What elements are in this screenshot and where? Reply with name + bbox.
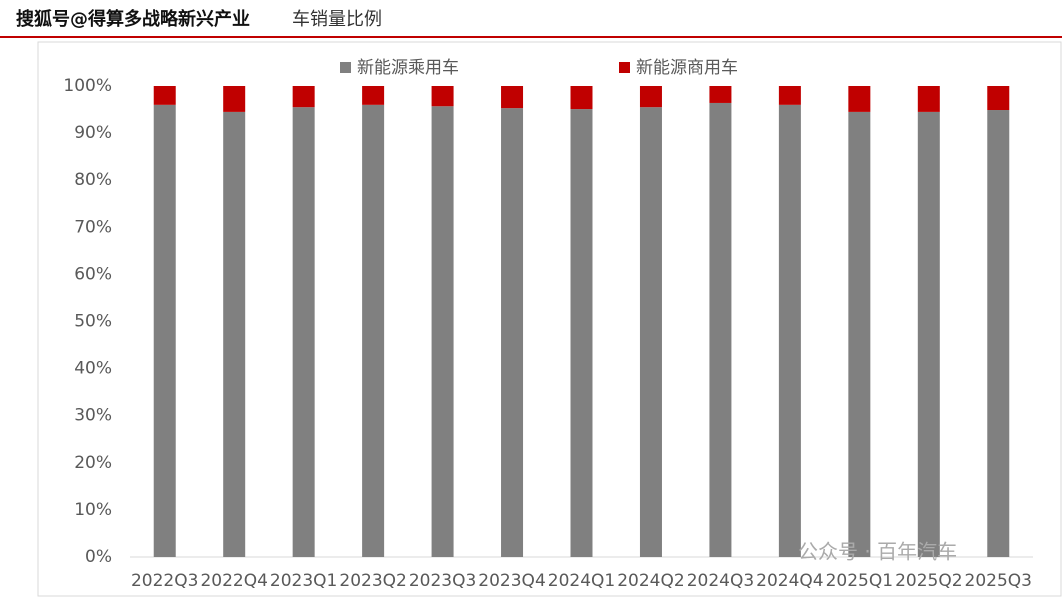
- bar-segment: [362, 104, 385, 557]
- y-tick-label: 30%: [74, 406, 112, 426]
- legend-label: 新能源乘用车: [357, 58, 459, 78]
- y-tick-label: 10%: [74, 500, 112, 520]
- bar-segment: [987, 86, 1010, 111]
- y-tick-label: 50%: [74, 312, 112, 332]
- bar-segment: [917, 86, 940, 112]
- bar-segment: [917, 111, 940, 557]
- bar-segment: [501, 86, 524, 109]
- bar-segment: [709, 86, 732, 103]
- bar-segment: [153, 86, 176, 105]
- chart-title: 车销量比例: [292, 9, 382, 30]
- bar-segment: [709, 102, 732, 558]
- x-tick-label: 2023Q3: [409, 571, 476, 591]
- y-tick-label: 60%: [74, 264, 112, 284]
- chart-frame: [37, 41, 1062, 597]
- bar-segment: [431, 106, 454, 558]
- bar-segment: [431, 86, 454, 107]
- bar-segment: [292, 107, 315, 557]
- x-tick-label: 2024Q2: [617, 571, 684, 591]
- y-tick-label: 20%: [74, 453, 112, 473]
- y-tick-label: 90%: [74, 123, 112, 143]
- bar-segment: [778, 86, 801, 105]
- x-tick-label: 2024Q1: [548, 571, 615, 591]
- x-tick-label: 2025Q2: [895, 571, 962, 591]
- y-tick-label: 100%: [63, 76, 112, 96]
- x-tick-label: 2022Q3: [131, 571, 198, 591]
- bar-segment: [639, 107, 662, 557]
- bar-segment: [223, 86, 246, 112]
- bar-segment: [848, 86, 871, 112]
- y-tick-label: 70%: [74, 217, 112, 237]
- bar-segment: [848, 111, 871, 557]
- y-tick-label: 40%: [74, 359, 112, 379]
- x-tick-label: 2024Q3: [687, 571, 754, 591]
- bar-segment: [153, 104, 176, 557]
- watermark: 搜狐号@得算多战略新兴产业: [16, 8, 250, 30]
- x-tick-label: 2023Q4: [478, 571, 545, 591]
- legend-swatch: [619, 62, 630, 73]
- legend-label: 新能源商用车: [636, 58, 738, 78]
- x-tick-label: 2022Q4: [200, 571, 267, 591]
- bar-segment: [362, 86, 385, 105]
- x-tick-label: 2023Q1: [270, 571, 337, 591]
- bar-segment: [292, 86, 315, 108]
- x-tick-label: 2023Q2: [339, 571, 406, 591]
- bar-segment: [570, 109, 593, 557]
- y-tick-label: 80%: [74, 170, 112, 190]
- bar-segment: [778, 104, 801, 557]
- bar-segment: [987, 110, 1010, 557]
- bar-segment: [570, 86, 593, 110]
- x-tick-label: 2025Q1: [826, 571, 893, 591]
- legend-swatch: [340, 62, 351, 73]
- x-tick-label: 2025Q3: [965, 571, 1032, 591]
- y-tick-label: 0%: [85, 547, 112, 567]
- bar-segment: [501, 108, 524, 558]
- bar-segment: [223, 111, 246, 557]
- footer-watermark: 公众号 · 百年汽车: [798, 540, 957, 564]
- bar-segment: [639, 86, 662, 108]
- x-tick-label: 2024Q4: [756, 571, 823, 591]
